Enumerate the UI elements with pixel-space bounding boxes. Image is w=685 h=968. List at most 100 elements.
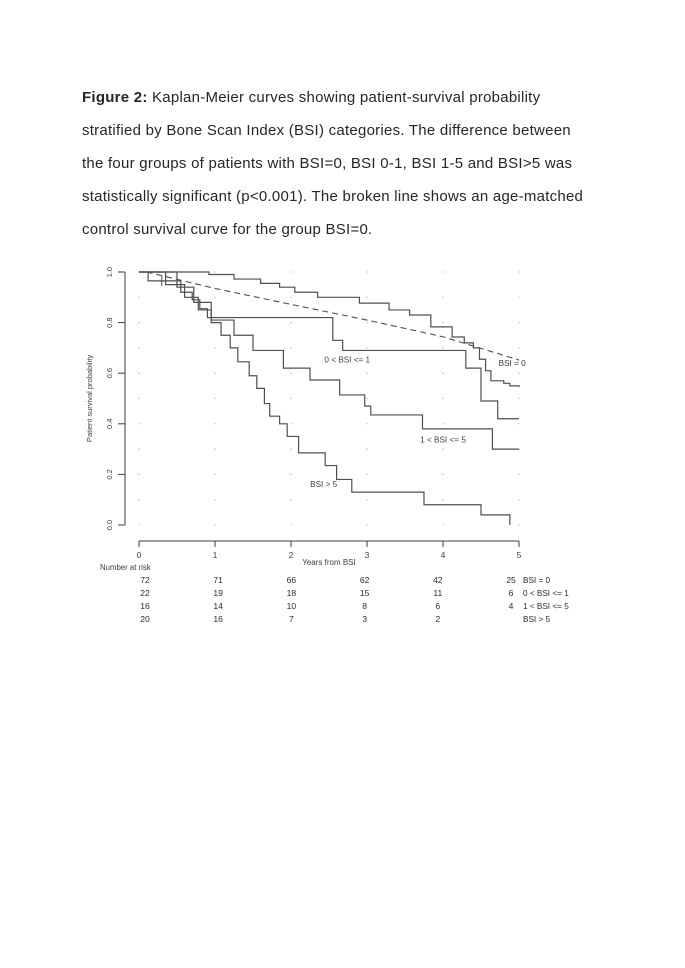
grid-dot [138,296,140,298]
grid-dot [290,372,292,374]
grid-dot [138,473,140,475]
grid-dot [214,473,216,475]
y-tick-label: 0.2 [105,469,114,479]
curve-label-bsi-0: BSI = 0 [499,359,527,368]
risk-row-label: BSI = 0 [523,576,551,585]
grid-dot [442,271,444,273]
grid-dot [214,347,216,349]
caption-line-2: stratified by Bone Scan Index (BSI) cate… [82,122,571,139]
km-curve-bsi-0 [139,271,520,388]
grid-dot [290,524,292,526]
grid-dot [138,397,140,400]
grid-dot [442,524,444,526]
x-tick-label: 3 [365,550,370,560]
grid-dot [442,448,444,450]
risk-count: 20 [140,614,150,624]
x-tick-label: 2 [289,550,294,560]
grid-dot [442,296,444,298]
risk-count: 72 [140,575,150,585]
risk-table-header: Number at risk [100,563,151,572]
risk-count: 22 [140,588,150,598]
risk-count: 71 [213,575,223,585]
grid-dot [138,372,140,374]
grid-dot [442,397,444,400]
risk-count: 3 [362,614,367,624]
grid-dot [442,499,444,501]
grid-dot [138,524,140,526]
grid-dot [290,322,292,324]
caption-line-4: statistically significant (p<0.001). The… [82,188,584,205]
grid-dot [138,448,140,450]
curve-label-0-bsi-1: 0 < BSI <= 1 [324,355,370,364]
risk-row-label: 0 < BSI <= 1 [523,589,569,598]
grid-dot [518,473,520,475]
grid-dot [290,271,292,273]
grid-dot [518,347,520,349]
grid-dot [518,372,520,374]
grid-dot [214,271,216,273]
y-tick-label: 0.4 [105,419,114,429]
grid-dot [366,473,368,475]
risk-count: 19 [213,588,223,598]
y-tick-label: 0.6 [105,368,114,378]
grid-dot [138,322,140,324]
grid-dot [366,499,368,501]
grid-dot [366,524,368,526]
risk-count: 66 [287,575,297,585]
risk-count: 6 [509,588,514,598]
grid-dot [366,448,368,450]
risk-count: 10 [287,601,297,611]
grid-dot [214,397,216,400]
grid-dot [290,397,292,400]
grid-dot [214,448,216,450]
grid-dot [518,397,520,400]
curve-label-bsi-5: BSI > 5 [310,480,338,489]
grid-dot [518,423,520,425]
grid-dot [290,499,292,501]
grid-dot [366,397,368,400]
risk-row-label: 1 < BSI <= 5 [523,602,569,611]
km-curve-bsi-5 [139,271,511,525]
grid-dot [214,372,216,374]
grid-dot [138,423,140,425]
caption-line-5: control survival curve for the group BSI… [82,221,373,238]
grid-dot [442,473,444,475]
grid-dot [518,524,520,526]
curve-label-1-bsi-5: 1 < BSI <= 5 [420,435,466,444]
grid-dot [366,423,368,425]
grid-dot [366,296,368,298]
figure-caption: Figure 2: Kaplan-Meier curves showing pa… [82,81,622,246]
grid-dot [442,423,444,425]
grid-dot [518,271,520,273]
risk-count: 18 [287,588,297,598]
km-curve-1-bsi-5 [139,271,519,450]
grid-dot [442,372,444,374]
grid-dot [138,499,140,501]
risk-count: 15 [360,588,370,598]
risk-count: 25 [506,575,516,585]
y-tick-label: 0.0 [105,520,114,530]
grid-dot [214,499,216,501]
caption-line-3: the four groups of patients with BSI=0, … [82,155,573,172]
y-tick-label: 0.8 [105,317,114,327]
grid-dot [518,499,520,501]
x-tick-label: 4 [441,550,446,560]
caption-text-1: Kaplan-Meier curves showing patient-surv… [147,89,541,106]
grid-dot [290,423,292,425]
figure-number-label: Figure 2: [82,89,148,106]
kaplan-meier-figure: 0.0 0.2 0.4 0.6 0.8 1.0 Patient survival proba… [85,267,569,624]
grid-dot [290,473,292,475]
risk-count: 8 [362,601,367,611]
grid-dot [518,296,520,298]
risk-count: 16 [213,614,223,624]
risk-count: 42 [433,575,443,585]
risk-count: 2 [435,614,440,624]
grid-dot [442,347,444,349]
grid-dot [366,347,368,349]
risk-count: 7 [289,614,294,624]
grid-dot [518,322,520,324]
grid-dot [290,347,292,349]
risk-count: 14 [213,601,223,611]
risk-count: 11 [433,588,442,598]
